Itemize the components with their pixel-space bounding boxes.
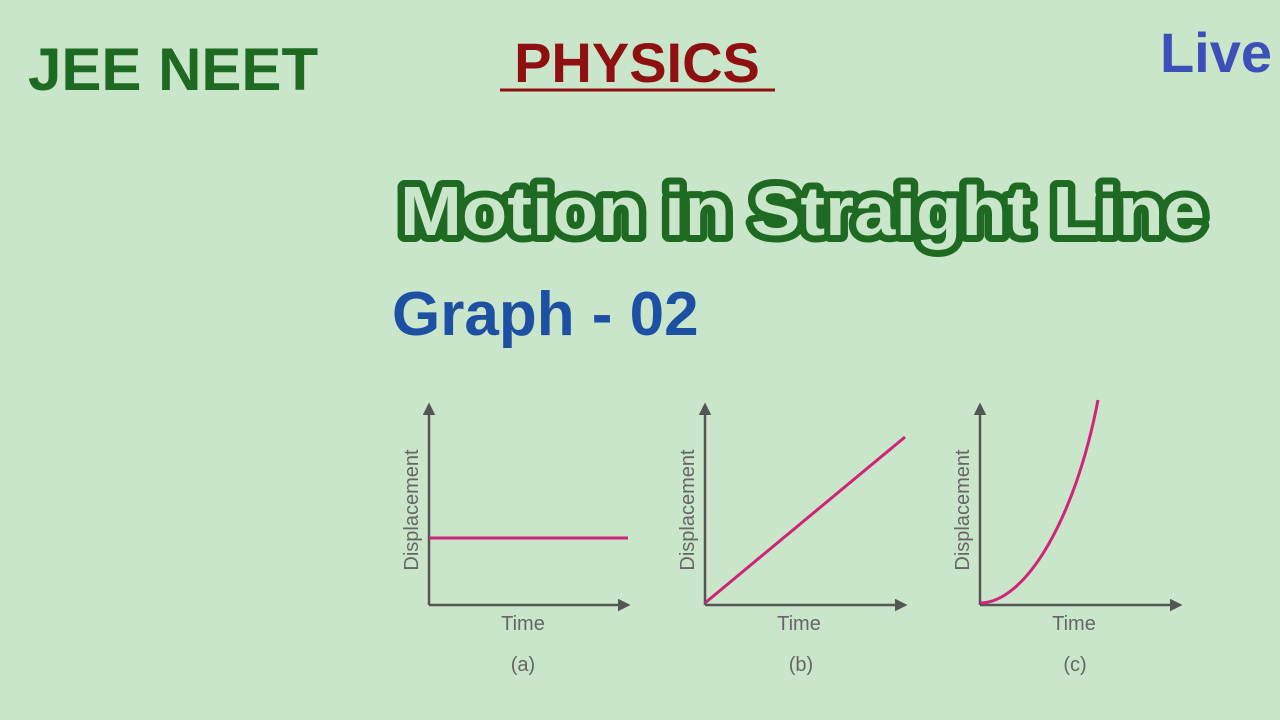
y-label: Displacement	[401, 449, 423, 571]
header-right: Live	[1160, 21, 1272, 84]
caption: (b)	[789, 654, 813, 676]
y-label: Displacement	[952, 449, 974, 571]
x-label: Time	[777, 613, 821, 635]
curve	[704, 435, 906, 605]
graph-c: Displacement Time (c)	[952, 399, 1183, 676]
graph-a: Displacement Time (a)	[401, 402, 631, 676]
title: Motion in Straight Line	[400, 172, 1205, 250]
caption: (a)	[511, 654, 535, 676]
header-center: PHYSICS	[514, 31, 760, 94]
curve	[979, 399, 1100, 605]
subtitle: Graph - 02	[392, 280, 699, 349]
header-left: JEE NEET	[28, 36, 318, 103]
y-label: Displacement	[677, 449, 699, 571]
graph-b: Displacement Time (b)	[677, 402, 908, 676]
x-label: Time	[501, 613, 545, 635]
x-label: Time	[1052, 613, 1096, 635]
caption: (c)	[1063, 654, 1086, 676]
